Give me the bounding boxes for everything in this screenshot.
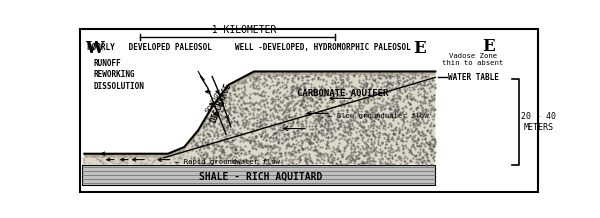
FancyBboxPatch shape: [80, 29, 538, 192]
Text: WELL -DEVELOPED, HYDROMORPHIC PALEOSOL: WELL -DEVELOPED, HYDROMORPHIC PALEOSOL: [235, 43, 411, 53]
Text: Springs: Springs: [204, 88, 222, 114]
Polygon shape: [82, 72, 436, 165]
Text: 20 - 40
METERS: 20 - 40 METERS: [521, 112, 556, 131]
Text: WATER TABLE: WATER TABLE: [448, 73, 499, 82]
Text: POORLY   DEVELOPED PALEOSOL: POORLY DEVELOPED PALEOSOL: [86, 43, 212, 53]
Text: E: E: [413, 40, 426, 57]
Text: Vadose Zone
thin to absent: Vadose Zone thin to absent: [442, 53, 503, 66]
Text: CARBONATE AQUIFER: CARBONATE AQUIFER: [296, 89, 388, 98]
Text: E: E: [482, 38, 495, 55]
Text: RUNOFF: RUNOFF: [94, 59, 121, 68]
Polygon shape: [84, 72, 436, 157]
Text: ~ 1 KILOMETER: ~ 1 KILOMETER: [200, 25, 276, 35]
Text: REWORKING: REWORKING: [94, 70, 135, 79]
Text: ← Rapid groundwater flow: ← Rapid groundwater flow: [175, 159, 280, 165]
Polygon shape: [82, 165, 436, 185]
Text: DISCHARGE: DISCHARGE: [209, 82, 233, 124]
Text: DISSOLUTION: DISSOLUTION: [94, 82, 145, 91]
Text: ← Slow groundwater flow: ← Slow groundwater flow: [328, 113, 429, 119]
Text: W: W: [85, 40, 104, 57]
Text: SHALE - RICH AQUITARD: SHALE - RICH AQUITARD: [199, 171, 323, 181]
